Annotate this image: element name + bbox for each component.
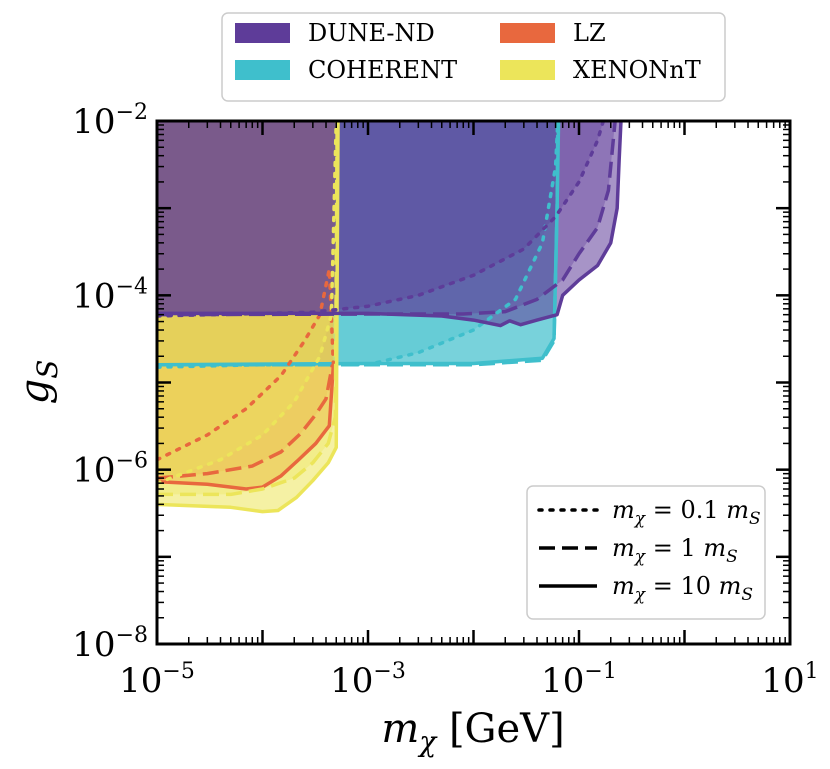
legend-label: COHERENT — [308, 56, 457, 84]
y-axis-label-var: g — [12, 379, 58, 405]
y-axis-label: gS — [12, 360, 64, 405]
legend-experiments-frame — [221, 12, 726, 102]
y-tick-label: 10−6 — [72, 449, 148, 491]
y-axis-label-sub: S — [31, 360, 64, 379]
legend-experiments: DUNE-ND LZ COHERENT XENONnT — [221, 12, 726, 102]
legend-label: DUNE-ND — [308, 19, 435, 47]
y-tick-label: 10−2 — [72, 100, 148, 142]
legend-swatch — [500, 60, 555, 80]
x-axis-label-var: m — [381, 706, 419, 752]
xenonnt-dotted-curve — [157, 121, 338, 485]
exclusion-curves — [157, 121, 623, 514]
plot-area — [157, 121, 623, 514]
xenonnt-dashed-curve — [157, 121, 339, 497]
legend-ratio-label: mχ = 10 mS — [612, 572, 753, 605]
legend-swatch — [235, 23, 290, 43]
exclusion-fills — [157, 121, 621, 512]
axes-frame — [155, 119, 792, 646]
x-axis-label-sub: χ — [417, 725, 438, 758]
x-axis-label: mχ [GeV] — [381, 706, 564, 758]
legend-ratio-label: mχ = 0.1 mS — [612, 496, 761, 529]
x-tick-label: 10−1 — [541, 659, 617, 701]
dune-nd-dotted-curve — [157, 121, 606, 318]
legend-swatch — [500, 23, 555, 43]
tick-labels: 10−5 10−3 10−1 101 10−8 10−6 10−4 10−2 — [72, 100, 818, 701]
lz-solid-curve — [157, 364, 336, 491]
x-tick-label: 10−5 — [119, 659, 195, 701]
legend-label: XENONnT — [573, 56, 701, 84]
dune-nd-solid-curve — [157, 121, 623, 328]
y-tick-label: 10−8 — [72, 623, 148, 665]
legend-ratios: mχ = 0.1 mS mχ = 1 mS mχ = 10 mS — [526, 485, 766, 620]
x-tick-label: 10−3 — [330, 659, 406, 701]
legend-label: LZ — [573, 19, 606, 47]
x-tick-label: 101 — [761, 659, 818, 701]
dune-nd-solid-region — [157, 121, 621, 326]
y-tick-label: 10−4 — [72, 274, 148, 316]
legend-ratio-label: mχ = 1 mS — [612, 534, 738, 567]
legend-swatch — [235, 60, 290, 80]
x-axis-label-unit: [GeV] — [436, 706, 564, 752]
coherent-solid-curve — [157, 121, 561, 367]
lz-dashed-curve — [157, 364, 335, 480]
xenonnt-solid-curve — [157, 121, 340, 514]
